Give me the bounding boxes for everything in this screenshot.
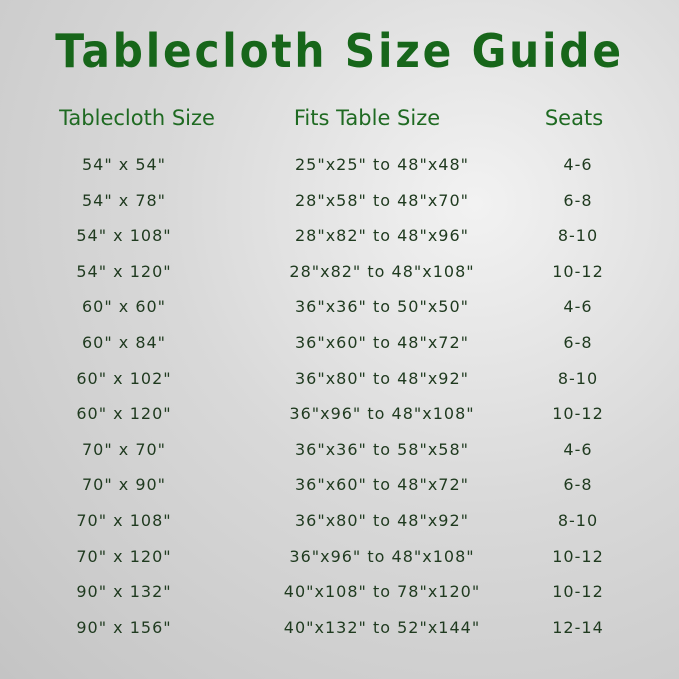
table-row: 54" x 120" 28"x82" to 48"x108" 10-12 <box>0 262 679 292</box>
table-row: 60" x 60" 36"x36" to 50"x50" 4-6 <box>0 297 679 327</box>
table-row: 54" x 54" 25"x25" to 48"x48" 4-6 <box>0 155 679 185</box>
cell-fits-table-size: 36"x36" to 50"x50" <box>294 297 470 317</box>
cell-seats: 4-6 <box>563 439 593 459</box>
cell-fits-table-size: 40"x108" to 78"x120" <box>283 582 481 602</box>
cell-seats: 6-8 <box>563 475 593 495</box>
table-row: 54" x 78" 28"x58" to 48"x70" 6-8 <box>0 191 679 221</box>
cell-fits-table-size: 36"x80" to 48"x92" <box>294 368 470 388</box>
table-row: 60" x 84" 36"x60" to 48"x72" 6-8 <box>0 333 679 363</box>
cell-seats: 10-12 <box>552 261 604 281</box>
header-tablecloth-size: Tablecloth Size <box>59 106 215 130</box>
cell-fits-table-size: 28"x82" to 48"x108" <box>289 261 475 281</box>
header-seats: Seats <box>544 106 604 130</box>
cell-tablecloth-size: 54" x 54" <box>81 155 167 174</box>
cell-fits-table-size: 25"x25" to 48"x48" <box>294 155 470 174</box>
cell-seats: 12-14 <box>552 617 604 637</box>
cell-seats: 10-12 <box>552 582 604 602</box>
cell-fits-table-size: 28"x58" to 48"x70" <box>294 190 470 210</box>
cell-fits-table-size: 40"x132" to 52"x144" <box>283 617 481 637</box>
table-row: 90" x 156" 40"x132" to 52"x144" 12-14 <box>0 618 679 648</box>
table-row: 70" x 108" 36"x80" to 48"x92" 8-10 <box>0 511 679 541</box>
table-row: 54" x 108" 28"x82" to 48"x96" 8-10 <box>0 226 679 256</box>
cell-tablecloth-size: 90" x 156" <box>76 617 172 637</box>
cell-fits-table-size: 36"x36" to 58"x58" <box>294 439 470 459</box>
cell-tablecloth-size: 54" x 78" <box>81 190 167 210</box>
cell-tablecloth-size: 90" x 132" <box>76 582 172 602</box>
cell-fits-table-size: 36"x96" to 48"x108" <box>289 404 475 424</box>
cell-tablecloth-size: 60" x 60" <box>81 297 167 317</box>
cell-fits-table-size: 36"x60" to 48"x72" <box>294 475 470 495</box>
cell-seats: 10-12 <box>552 404 604 424</box>
cell-tablecloth-size: 70" x 120" <box>76 546 172 566</box>
cell-tablecloth-size: 70" x 108" <box>76 511 172 530</box>
table-row: 90" x 132" 40"x108" to 78"x120" 10-12 <box>0 582 679 612</box>
cell-seats: 10-12 <box>552 546 604 566</box>
table-row: 70" x 90" 36"x60" to 48"x72" 6-8 <box>0 475 679 505</box>
header-fits-table-size: Fits Table Size <box>293 106 441 130</box>
table-row: 70" x 120" 36"x96" to 48"x108" 10-12 <box>0 547 679 577</box>
cell-tablecloth-size: 54" x 108" <box>76 226 172 246</box>
table-header: Tablecloth Size Fits Table Size Seats <box>0 106 679 136</box>
cell-tablecloth-size: 60" x 102" <box>76 368 172 388</box>
page-title: Tablecloth Size Guide <box>55 24 624 78</box>
cell-seats: 4-6 <box>563 297 593 317</box>
cell-tablecloth-size: 70" x 70" <box>81 439 167 459</box>
cell-tablecloth-size: 60" x 84" <box>81 333 167 352</box>
cell-tablecloth-size: 70" x 90" <box>81 475 167 495</box>
table-row: 60" x 102" 36"x80" to 48"x92" 8-10 <box>0 369 679 399</box>
cell-seats: 8-10 <box>557 226 599 246</box>
cell-seats: 4-6 <box>563 155 593 174</box>
cell-tablecloth-size: 60" x 120" <box>76 404 172 424</box>
table-row: 70" x 70" 36"x36" to 58"x58" 4-6 <box>0 440 679 470</box>
cell-seats: 8-10 <box>557 511 599 530</box>
cell-seats: 6-8 <box>563 190 593 210</box>
cell-fits-table-size: 28"x82" to 48"x96" <box>294 226 470 246</box>
cell-tablecloth-size: 54" x 120" <box>76 261 172 281</box>
cell-seats: 8-10 <box>557 368 599 388</box>
cell-fits-table-size: 36"x96" to 48"x108" <box>289 546 475 566</box>
cell-fits-table-size: 36"x80" to 48"x92" <box>294 511 470 530</box>
cell-fits-table-size: 36"x60" to 48"x72" <box>294 333 470 352</box>
table-row: 60" x 120" 36"x96" to 48"x108" 10-12 <box>0 404 679 434</box>
cell-seats: 6-8 <box>563 333 593 352</box>
